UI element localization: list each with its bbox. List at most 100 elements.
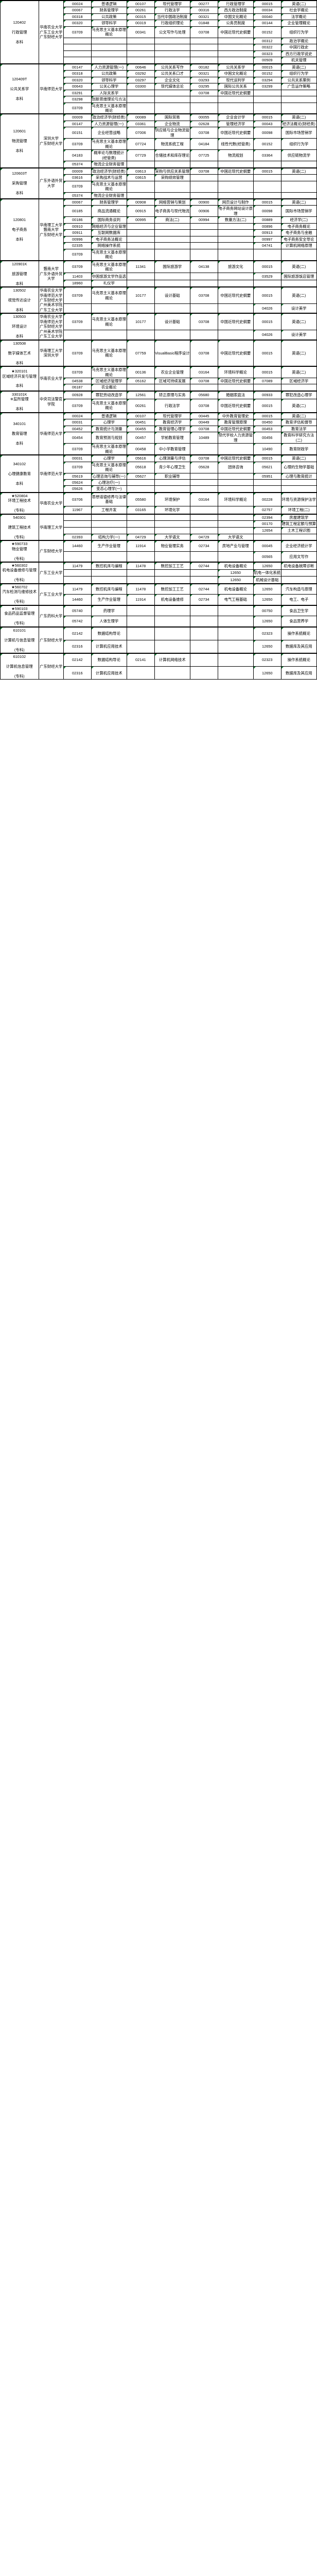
table-row: 00910 网络经济与企业管理 00896 电子商务概论 <box>1 223 317 230</box>
course-name-cell: 数量方法(二) <box>217 216 254 224</box>
course-name-cell <box>280 569 317 577</box>
course-name-cell: 公共政策 <box>91 70 127 77</box>
course-code-cell: 04729 <box>189 533 218 541</box>
course-code-cell: 00445 <box>189 412 218 420</box>
course-name-cell: 大学语文 <box>217 533 254 541</box>
course-name-cell: 采购与供应关系管理 <box>154 167 190 175</box>
course-name-cell: 公共政策 <box>91 13 127 21</box>
course-code-cell: 00151 <box>63 127 92 139</box>
course-name-cell <box>217 57 254 64</box>
table-row: ★520804 环境工程技术 (专科) 华南农业大学 03706 思想道德修养与法律基础 0… <box>0 492 317 515</box>
course-code-cell: 00152 <box>253 26 281 38</box>
table-row: 130503 环境设计 本科 华南农业大学 华南师范大学 广东财经大学 广州美术学院 广东工业… <box>0 313 317 341</box>
course-name-cell: 生产作业管理 <box>91 594 127 606</box>
major-cell: ★560302 机电设备维修与管理 (专科) <box>0 562 39 584</box>
course-code-cell <box>126 235 155 243</box>
course-code-cell: 03709 <box>63 138 92 150</box>
course-code-cell: 00455 <box>126 425 155 433</box>
course-code-cell: 05627 <box>126 472 155 480</box>
course-schedule-table: 120402 行政管理 本科 华南农业大学 广东工业大学 广东财经大学 00024 普通逻辑 0… <box>0 0 317 680</box>
table-row: ★590103 食品药品监督管理 (专科) 广东药科大学 05740 药理学 00750 食品… <box>0 604 317 628</box>
course-code-cell: 00015 <box>253 454 281 462</box>
course-code-cell: 00915 <box>126 205 155 217</box>
course-name-cell: 企业文化 <box>154 76 190 84</box>
course-code-cell: 00900 <box>189 198 218 206</box>
course-code-cell <box>189 96 218 103</box>
course-name-cell: 行政组织理论 <box>154 20 190 27</box>
course-code-cell: 03529 <box>253 273 281 280</box>
course-name-cell: 网页设计与制作 <box>217 198 254 206</box>
exam-schedule-sheet: 120402 行政管理 本科 华南农业大学 广东工业大学 广东财经大学 00024 普通逻辑 0… <box>0 0 317 680</box>
course-name-cell <box>280 248 317 261</box>
course-name-cell: 现代学校人力资源管理 <box>217 432 254 444</box>
course-name-cell: 人体生理学 <box>91 616 127 628</box>
course-name-cell: 机电设备概论 <box>217 583 254 595</box>
course-code-cell: 机电一体化系统 <box>253 569 281 577</box>
course-name-cell: 数据结构导论 <box>91 652 127 667</box>
course-name-cell: 农业企业管理 <box>154 366 190 379</box>
course-name-cell: 马克思主义基本原理概论 <box>91 102 127 114</box>
course-code-cell <box>189 273 218 280</box>
course-name-cell: 英语(二) <box>280 412 317 420</box>
course-code-cell: 05374 <box>63 192 92 199</box>
table-row: 03709 马克思主义基本原理概论 <box>1 248 317 261</box>
course-code-cell: 12650 <box>253 583 281 595</box>
major-cell: 120601 物流管理 本科 <box>0 113 39 168</box>
course-name-cell: 思想道德修养与法律基础 <box>91 492 127 506</box>
course-name-cell: 教育财政学 <box>280 443 317 455</box>
course-code-cell: 00107 <box>126 0 155 8</box>
course-code-cell: 00098 <box>253 205 281 217</box>
course-name-cell: 英语(二) <box>280 63 317 71</box>
course-code-cell: 00024 <box>63 0 92 8</box>
course-code-cell: 00034 <box>253 7 281 14</box>
course-name-cell <box>217 174 254 181</box>
course-name-cell <box>217 44 254 51</box>
course-code-cell: 05740 <box>63 604 92 617</box>
course-code-cell: 04538 <box>63 377 92 385</box>
course-name-cell <box>154 161 190 168</box>
table-row: 03616 采购战术与运营 03615 采购绩效管理 <box>1 174 317 181</box>
course-name-cell: 数控加工工艺 <box>154 583 190 595</box>
course-code-cell: 12650 <box>253 561 281 570</box>
course-code-cell <box>63 527 92 534</box>
course-code-cell <box>63 551 92 563</box>
university-cell: 广东工业大学 <box>38 562 64 584</box>
course-name-cell <box>154 180 190 193</box>
university-cell: 华南农业大学 <box>38 366 64 392</box>
course-code-cell <box>126 223 155 230</box>
course-name-cell: 心理学 <box>91 419 127 426</box>
course-code-cell: 03164 <box>189 492 218 506</box>
course-code-cell: 00451 <box>126 419 155 426</box>
course-code-cell <box>126 102 155 114</box>
course-name-cell: 国际旅游饭店管理 <box>280 273 317 280</box>
course-name-cell: 中国近现代史纲要 <box>217 167 254 175</box>
course-code-cell: 03298 <box>63 96 92 103</box>
course-name-cell: 马克思主义基本原理概论 <box>91 286 127 304</box>
course-name-cell <box>91 520 127 528</box>
course-name-cell <box>154 576 190 584</box>
table-row: 04538 区域经济管理学 05162 区域可持续发展 03708 中国近现代史纲要 070… <box>1 377 317 385</box>
course-code-cell: 00322 <box>253 44 281 51</box>
university-cell: 华南农业大学 华南师范大学 广东财经大学 广州美术学院 广东工业大学 <box>38 313 64 341</box>
course-code-cell: 12654 <box>253 527 281 534</box>
course-code-cell: 11478 <box>126 561 155 570</box>
course-code-cell: 12650 <box>253 639 281 654</box>
course-name-cell <box>154 384 190 392</box>
course-name-cell: 普通逻辑 <box>91 412 127 420</box>
course-name-cell: 应用文写作 <box>280 551 317 563</box>
course-code-cell: 00994 <box>189 216 218 224</box>
course-code-cell: 05628 <box>189 461 218 473</box>
course-code-cell <box>189 576 218 584</box>
course-code-cell: 00152 <box>253 138 281 150</box>
course-code-cell <box>253 485 281 493</box>
course-code-cell: 10177 <box>126 313 155 331</box>
table-row: 14460 生产作业管理 11914 机电设备维修 02734 电气工程基础 12650 电工… <box>1 594 317 606</box>
course-code-cell: 02141 <box>126 652 155 667</box>
table-row: 06187 农业概论 <box>1 384 317 392</box>
course-code-cell: 05374 <box>63 161 92 168</box>
course-name-cell <box>154 639 190 654</box>
course-code-cell: 00449 <box>189 419 218 426</box>
table-row: 00565 应用文写作 <box>1 551 317 563</box>
course-name-cell: 现代媒体总论 <box>154 83 190 90</box>
course-name-cell: 公共关系案例 <box>280 76 317 84</box>
